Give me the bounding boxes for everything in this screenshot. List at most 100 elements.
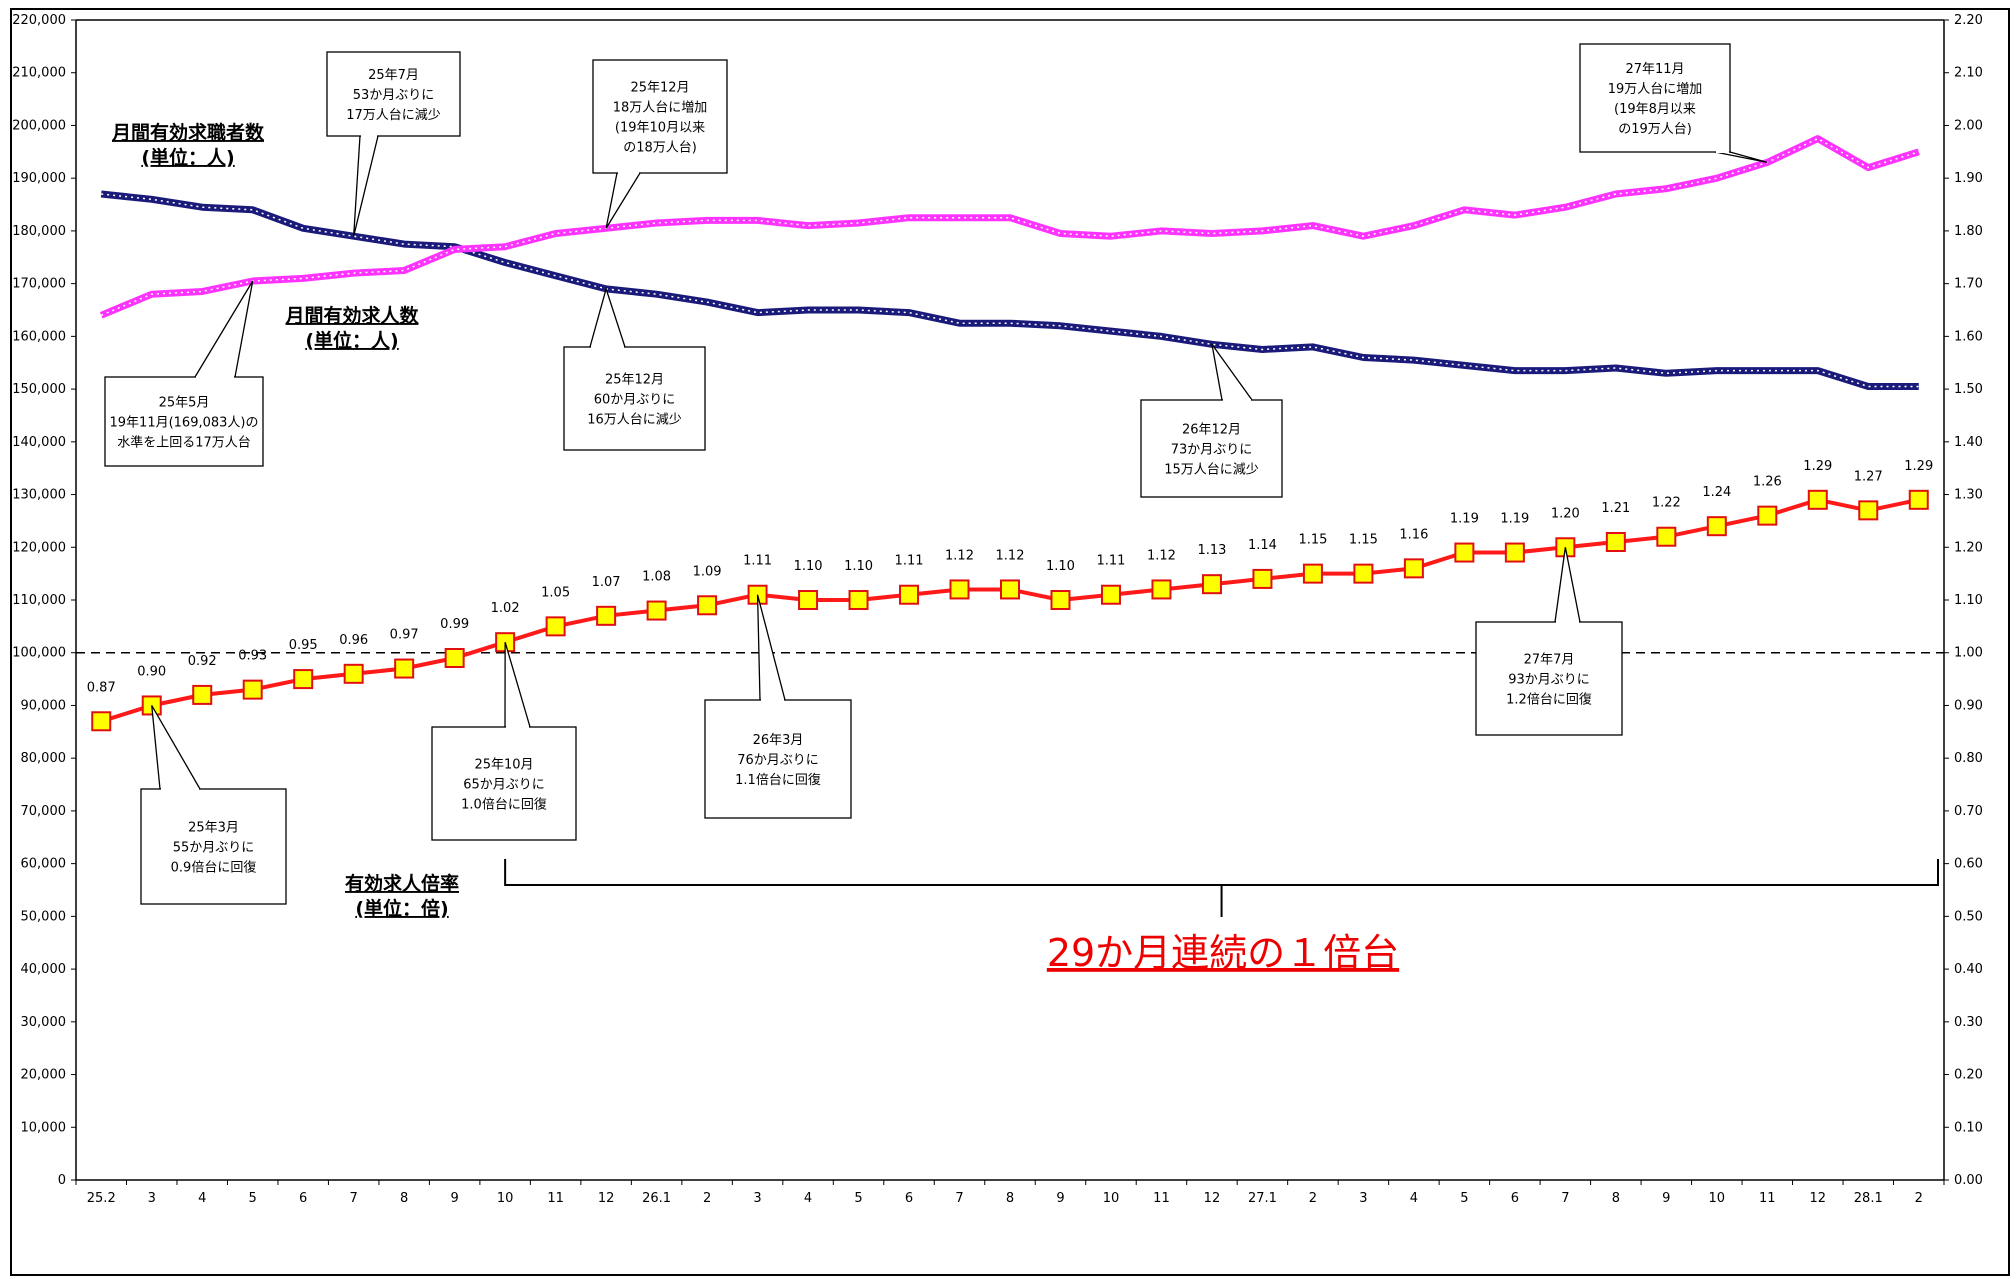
callout-pointer [1211,343,1254,401]
callout-text: 27年11月 [1625,62,1684,77]
ratio-value-label: 0.93 [238,649,267,664]
x-tick-label: 5 [249,1191,257,1206]
callout-text: 76か月ぶりに [737,753,819,768]
x-tick-label: 8 [1612,1191,1620,1206]
callout-text: 27年7月 [1524,653,1575,668]
ratio-value-label: 1.13 [1197,543,1226,558]
left-tick-label: 190,000 [12,171,66,186]
callout-pointer [353,135,379,237]
ratio-point [899,584,920,605]
ratio-point [697,595,718,616]
x-tick-label: 8 [400,1191,408,1206]
ratio-point [1858,500,1879,521]
ratio-value-label: 1.29 [1803,459,1832,474]
x-tick-label: 7 [350,1191,358,1206]
left-tick-label: 0 [58,1173,66,1188]
left-tick-label: 100,000 [12,646,66,661]
left-tick-label: 200,000 [12,118,66,133]
series-line-job-seekers [100,190,1919,390]
right-tick-label: 1.30 [1954,488,1983,503]
ratio-point [1908,489,1929,510]
ratio-value-label: 1.08 [642,570,671,585]
x-tick-label: 11 [1153,1191,1170,1206]
x-tick-label: 2 [703,1191,711,1206]
callout-pointer [504,641,531,728]
ratio-point [1656,526,1677,547]
right-tick-label: 2.10 [1954,66,1983,81]
x-tick-label: 28.1 [1854,1191,1883,1206]
callout-box [1140,399,1283,498]
right-tick-label: 1.90 [1954,171,1983,186]
x-tick-label: 9 [451,1191,459,1206]
right-tick-label: 0.50 [1954,909,1983,924]
ratio-point [848,590,869,610]
callout-text: 25年12月 [630,81,689,96]
series-unit-ratio: (単位：倍) [355,897,448,920]
series-title-job-seekers: 月間有効求職者数 [111,121,265,144]
callout-pointer [589,286,626,348]
left-tick-label: 50,000 [21,909,67,924]
ratio-point [242,679,263,700]
right-tick-label: 1.70 [1954,277,1983,292]
ratio-value-label: 1.26 [1753,475,1782,490]
left-tick-label: 160,000 [12,329,66,344]
x-tick-label: 2 [1915,1191,1923,1206]
ratio-value-label: 0.99 [440,617,469,632]
left-tick-label: 150,000 [12,382,66,397]
ratio-point [394,658,415,679]
right-tick-label: 1.50 [1954,382,1983,397]
callout-pointer [151,705,202,790]
x-tick-label: 4 [1410,1191,1418,1206]
right-tick-label: 0.80 [1954,751,1983,766]
ratio-point [1252,568,1273,589]
left-tick-label: 140,000 [12,435,66,450]
left-tick-label: 220,000 [12,13,66,28]
ratio-point [343,663,364,684]
right-tick-label: 1.10 [1954,593,1983,608]
callout-text: 25年5月 [159,396,210,411]
callout-text: (19年8月以来 [1614,102,1696,117]
ratio-value-label: 1.27 [1854,469,1883,484]
x-tick-label: 12 [1204,1191,1221,1206]
ratio-point [192,684,213,705]
left-tick-label: 60,000 [21,857,67,872]
callout-pointer [1714,151,1768,164]
ratio-point [1454,542,1475,563]
x-tick-label: 2 [1309,1191,1317,1206]
ratio-value-label: 1.29 [1904,459,1933,474]
x-tick-label: 10 [1103,1191,1120,1206]
chart-frame [10,8,2010,1276]
ratio-value-label: 1.10 [844,559,873,574]
callout-text: 25年12月 [605,373,664,388]
ratio-point [949,579,970,600]
ratio-point [646,600,667,621]
callout-text: 1.0倍台に回復 [461,797,547,813]
ratio-value-label: 0.87 [87,680,116,695]
x-tick-label: 10 [1709,1191,1726,1206]
right-tick-label: 1.60 [1954,329,1983,344]
consecutive-bracket [504,859,1939,917]
x-tick-label: 5 [854,1191,862,1206]
callout-pointer [1554,547,1581,623]
x-tick-label: 7 [1561,1191,1569,1206]
ratio-value-label: 1.12 [1147,548,1176,563]
ratio-point [596,605,617,626]
ratio-point [1403,558,1424,579]
x-tick-label: 11 [547,1191,564,1206]
x-tick-label: 9 [1662,1191,1670,1206]
callout-text: 0.9倍台に回復 [171,860,257,876]
series-line-dots-job-seekers [101,193,1919,388]
ratio-value-label: 1.15 [1349,533,1378,548]
ratio-value-label: 1.12 [945,548,974,563]
axes-layer: 220,000210,000200,000190,000180,000170,0… [12,13,1983,1206]
callout-text: (19年10月以来 [615,121,705,136]
callout-box [1475,621,1623,736]
left-tick-label: 210,000 [12,66,66,81]
right-tick-label: 0.30 [1954,1015,1983,1030]
callout-box [1579,43,1731,153]
ratio-value-label: 1.11 [895,554,924,569]
callout-text: 19年11月(169,083人)の [110,416,259,431]
callout-text: 26年3月 [753,733,804,748]
callout-text: 25年3月 [188,821,239,836]
